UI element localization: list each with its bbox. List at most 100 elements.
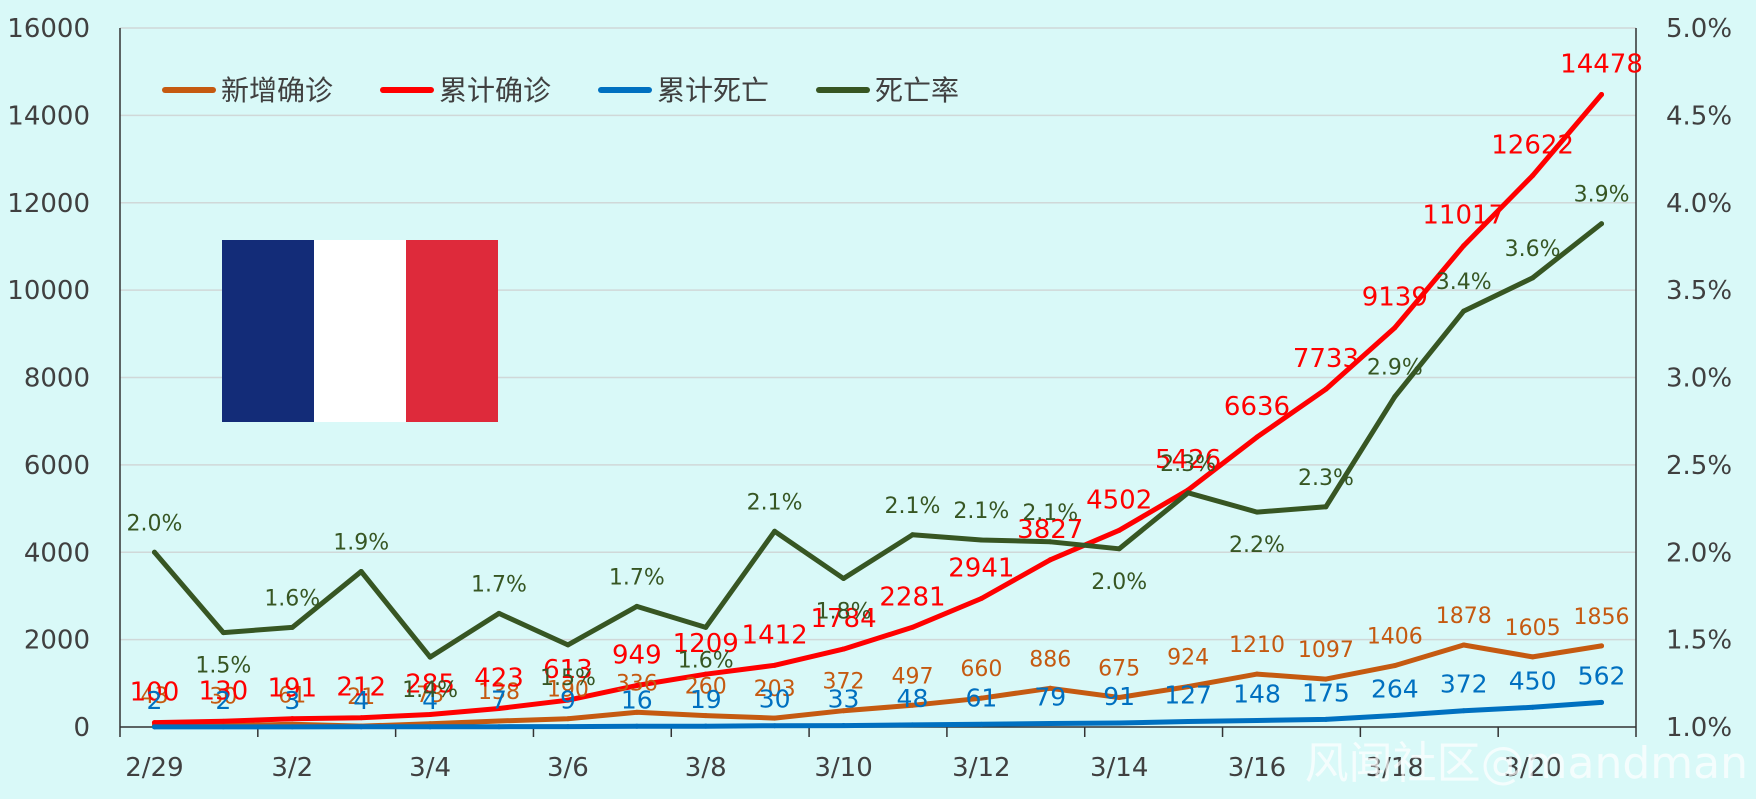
data-label: 336 [616, 671, 658, 696]
data-point [1116, 695, 1122, 701]
data-point [1599, 221, 1605, 227]
data-label: 191 [267, 674, 317, 704]
data-point [841, 575, 847, 581]
x-tick-label: 3/8 [685, 753, 727, 783]
data-point [1530, 275, 1536, 281]
data-point [909, 702, 915, 708]
data-label: 2.2% [1229, 533, 1285, 558]
data-label: 30 [759, 685, 791, 714]
legend-label: 新增确诊 [221, 74, 333, 107]
data-point [634, 683, 640, 689]
data-point [496, 706, 502, 712]
data-point [841, 723, 847, 729]
data-point [634, 603, 640, 609]
data-point [1599, 643, 1605, 649]
y-right-tick-label: 3.0% [1666, 364, 1732, 394]
data-label: 9 [560, 686, 576, 715]
data-label: 675 [1098, 657, 1140, 682]
data-point [1530, 173, 1536, 179]
y-left-tick-label: 8000 [24, 364, 90, 394]
data-label: 1.5% [540, 666, 596, 691]
data-label: 3.9% [1574, 183, 1630, 208]
y-left-tick-label: 12000 [7, 189, 90, 219]
series-line-2 [152, 699, 1604, 730]
data-label: 19 [690, 685, 722, 714]
y-left-tick-label: 2000 [24, 626, 90, 656]
data-point [978, 695, 984, 701]
flag-stripe [314, 240, 406, 422]
x-tick-label: 3/4 [409, 753, 451, 783]
data-point [703, 723, 709, 729]
x-tick-label: 3/14 [1090, 753, 1148, 783]
y-right-tick-label: 3.5% [1666, 276, 1732, 306]
data-point [1185, 684, 1191, 690]
data-label: 1.4% [402, 678, 458, 703]
data-label: 1412 [742, 620, 808, 650]
y-right-tick-label: 4.5% [1666, 101, 1732, 131]
data-point [1254, 718, 1260, 724]
legend-label: 累计确诊 [439, 74, 551, 107]
data-label: 2941 [948, 554, 1014, 584]
data-label: 423 [474, 664, 524, 694]
data-label: 11017 [1422, 201, 1505, 231]
data-label: 1210 [1229, 633, 1285, 658]
y-left-tick-label: 10000 [7, 276, 90, 306]
data-point [427, 724, 433, 730]
data-label: 450 [1509, 666, 1557, 695]
data-point [1392, 325, 1398, 331]
data-label: 79 [1034, 683, 1066, 712]
data-label: 4502 [1086, 485, 1152, 515]
data-label: 3.6% [1505, 237, 1561, 262]
series-line-3 [152, 221, 1604, 660]
data-label: 1784 [810, 604, 876, 634]
y-left-tick-label: 16000 [7, 14, 90, 44]
data-label: 285 [405, 670, 455, 700]
data-label: 1856 [1574, 605, 1630, 630]
watermark: 风闻社区@mandman [1304, 738, 1748, 789]
data-label: 1097 [1298, 638, 1354, 663]
y-left-tick-label: 4000 [24, 538, 90, 568]
data-point [427, 654, 433, 660]
data-label: 61 [965, 683, 997, 712]
data-label: 2 [147, 686, 163, 715]
data-label: 4 [353, 686, 369, 715]
data-label: 2.1% [953, 499, 1009, 524]
data-point [1323, 386, 1329, 392]
data-point [772, 528, 778, 534]
x-tick-label: 3/20 [1503, 753, 1561, 783]
data-label: 190 [547, 678, 589, 703]
data-point [565, 697, 571, 703]
data-point [1599, 91, 1605, 97]
data-point [1047, 685, 1053, 691]
data-label: 91 [1103, 682, 1135, 711]
data-label: 264 [1371, 674, 1419, 703]
data-point [1185, 490, 1191, 496]
legend-label: 累计死亡 [657, 74, 769, 107]
data-point [358, 715, 364, 721]
data-label: 3.4% [1436, 270, 1492, 295]
data-point [909, 624, 915, 630]
data-label: 130 [199, 676, 249, 706]
data-label: 100 [130, 678, 180, 708]
data-point [1047, 721, 1053, 727]
data-label: 1.6% [264, 586, 320, 611]
data-label: 3827 [1017, 515, 1083, 545]
data-point [427, 712, 433, 718]
data-point [358, 724, 364, 730]
x-tick-label: 3/6 [547, 753, 589, 783]
data-label: 5426 [1155, 445, 1221, 475]
data-label: 7 [491, 686, 507, 715]
x-tick-label: 3/2 [271, 753, 313, 783]
data-point [772, 662, 778, 668]
data-point [978, 596, 984, 602]
data-label: 2.3% [1160, 452, 1216, 477]
data-point [289, 716, 295, 722]
data-label: 61 [278, 683, 306, 708]
data-label: 1406 [1367, 625, 1423, 650]
flag-stripe [406, 240, 498, 422]
data-label: 30 [209, 685, 237, 710]
data-point [841, 646, 847, 652]
data-label: 1.7% [609, 565, 665, 590]
legend-label: 死亡率 [875, 74, 959, 107]
data-point [703, 624, 709, 630]
